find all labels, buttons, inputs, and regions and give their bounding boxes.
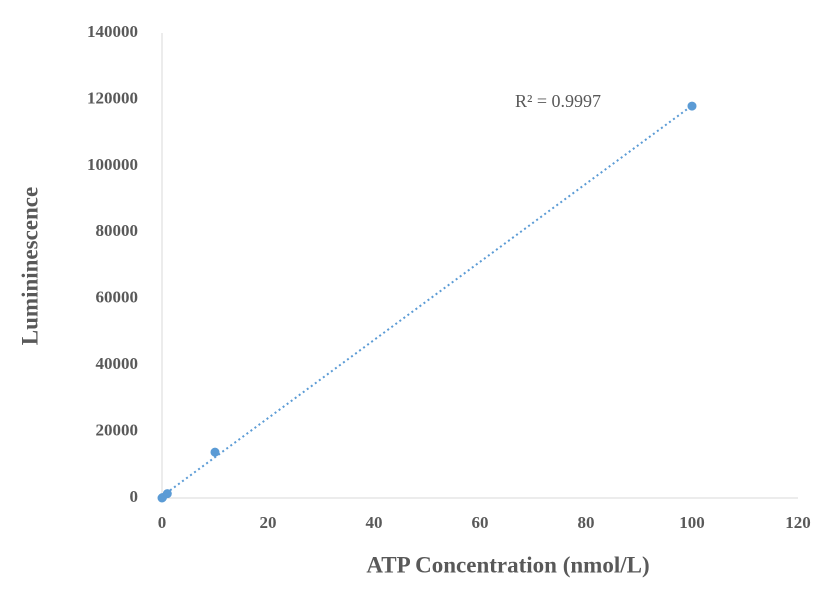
y-tick-label: 60000 — [96, 288, 139, 307]
x-tick-label: 40 — [366, 513, 383, 532]
y-tick-label: 140000 — [87, 22, 138, 41]
y-axis-title: Lumininescence — [17, 187, 42, 345]
point — [687, 101, 697, 111]
y-tick-label: 120000 — [87, 88, 138, 107]
point — [162, 489, 172, 499]
trendline — [161, 104, 693, 498]
y-tick-label: 80000 — [96, 221, 139, 240]
y-tick-label: 100000 — [87, 155, 138, 174]
x-tick-label: 20 — [260, 513, 277, 532]
x-tick-label: 0 — [158, 513, 167, 532]
annotation: R² = 0.9997 — [515, 91, 601, 111]
y-tick-label: 20000 — [96, 420, 139, 439]
point — [210, 447, 220, 457]
x-tick-label: 60 — [472, 513, 489, 532]
x-tick-label: 100 — [679, 513, 705, 532]
x-axis-title: ATP Concentration (nmol/L) — [366, 552, 649, 577]
x-tick-label: 80 — [578, 513, 595, 532]
y-tick-label: 0 — [130, 487, 139, 506]
y-tick-label: 40000 — [96, 354, 139, 373]
x-tick-label: 120 — [785, 513, 811, 532]
